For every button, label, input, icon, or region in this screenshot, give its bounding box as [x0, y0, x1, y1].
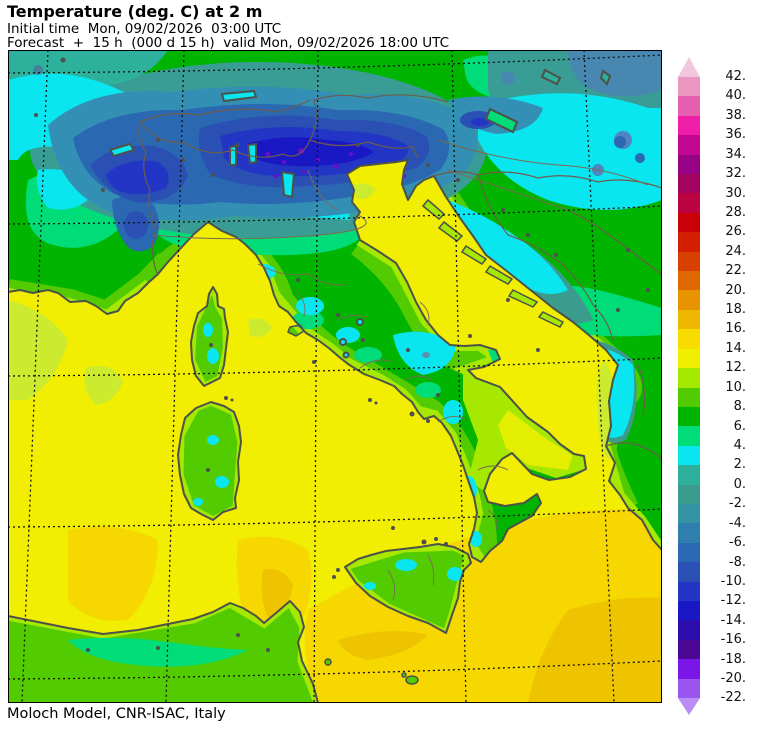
colorbar-tick-label: -18.: [720, 651, 746, 667]
colorbar-segment: [678, 620, 700, 640]
colorbar-tick-label: -10.: [720, 573, 746, 589]
colorbar-segment: [678, 309, 700, 330]
colorbar-tick-label: 20.: [725, 282, 746, 298]
colorbar-segment: [678, 600, 700, 621]
colorbar-tick-label: -22.: [720, 690, 746, 706]
colorbar-tick-label: 2.: [733, 457, 746, 473]
colorbar-segment: [678, 484, 700, 504]
colorbar-segment: [678, 232, 700, 252]
graticule: [8, 50, 662, 703]
colorbar-tick-label: 0.: [733, 476, 746, 492]
colorbar-tick-label: -8.: [728, 554, 746, 570]
colorbar-segment: [678, 251, 700, 272]
under-range-arrow: [678, 698, 700, 715]
colorbar-segment: [678, 659, 700, 679]
colorbar-segment: [678, 96, 700, 116]
colorbar-segment: [678, 678, 700, 698]
colorbar-tick-label: 22.: [725, 263, 746, 279]
temperature-map: [8, 50, 662, 703]
colorbar-segment: [678, 77, 700, 97]
initial-time-line: Initial time Mon, 09/02/2026 03:00 UTC: [7, 21, 282, 37]
islet-dots: [224, 334, 472, 579]
colorbar-tick-label: -20.: [720, 671, 746, 687]
colorbar-tick-label: 8.: [733, 399, 746, 415]
colorbar-tick-label: 14.: [725, 340, 746, 356]
colorbar-segment: [678, 271, 700, 291]
colorbar-tick-label: 28.: [725, 204, 746, 220]
colorbar-segment: [678, 465, 700, 485]
colorbar-segment: [678, 523, 700, 543]
colorbar-tick-label: 42.: [725, 69, 746, 84]
colorbar-tick-label: -16.: [720, 632, 746, 648]
temperature-colorbar: [678, 57, 700, 715]
colorbar-segment: [678, 639, 700, 660]
colorbar-tick-label: -6.: [728, 535, 746, 551]
regional-borders: [257, 263, 509, 601]
colorbar-segment: [678, 193, 700, 213]
colorbar-tick-label: 36.: [725, 127, 746, 143]
colorbar-tick-label: -12.: [720, 593, 746, 609]
colorbar-segment: [678, 329, 700, 349]
colorbar-segment: [678, 290, 700, 310]
over-range-arrow: [678, 57, 700, 77]
colorbar-tick-label: -4.: [728, 515, 746, 531]
colorbar-tick-label: 18.: [725, 302, 746, 318]
colorbar-tick-label: 32.: [725, 166, 746, 182]
colorbar-segment: [678, 348, 700, 369]
colorbar-segment: [678, 368, 700, 388]
colorbar-segment: [678, 426, 700, 446]
model-credit: Moloch Model, CNR-ISAC, Italy: [7, 706, 226, 722]
colorbar-segment: [678, 503, 700, 524]
colorbar-tick-label: 34.: [725, 146, 746, 162]
colorbar-tick-label: -2.: [728, 496, 746, 512]
colorbar-tick-label: 6.: [733, 418, 746, 434]
colorbar-tick-label: 12.: [725, 360, 746, 376]
colorbar-segment: [678, 387, 700, 407]
colorbar-segment: [678, 135, 700, 155]
colorbar-tick-label: 16.: [725, 321, 746, 337]
colorbar-segment: [678, 174, 700, 194]
colorbar-tick-label: 4.: [733, 437, 746, 453]
colorbar-segment: [678, 406, 700, 427]
colorbar-tick-label: 26.: [725, 224, 746, 240]
forecast-line: Forecast + 15 h (000 d 15 h) valid Mon, …: [7, 35, 449, 51]
terrain-dots: [34, 57, 650, 652]
colorbar-tick-label: 24.: [725, 243, 746, 259]
colorbar-segment: [678, 154, 700, 175]
colorbar-tick-label: 10.: [725, 379, 746, 395]
borders: [138, 94, 662, 461]
colorbar-segment: [678, 115, 700, 136]
page-title: Temperature (deg. C) at 2 m: [7, 2, 263, 21]
rivers: [152, 139, 649, 240]
colorbar-tick-label: 30.: [725, 185, 746, 201]
colorbar-segment: [678, 581, 700, 601]
map-frame: [8, 50, 662, 703]
colorbar-segment: [678, 445, 700, 466]
colorbar-labels: 42. 40. 38. 36. 34. 32. 30. 28. 26. 24. 22. 20. 18. 1…: [700, 57, 750, 717]
colorbar-segment: [678, 212, 700, 233]
colorbar-tick-label: 40.: [725, 88, 746, 104]
small-islands: [324, 198, 565, 685]
colorbar-tick-label: 38.: [725, 107, 746, 123]
lakes: [108, 68, 612, 359]
colorbar-segment: [678, 542, 700, 563]
colorbar-segment: [678, 562, 700, 582]
colorbar-tick-label: -14.: [720, 612, 746, 628]
map-panel: [8, 50, 662, 703]
